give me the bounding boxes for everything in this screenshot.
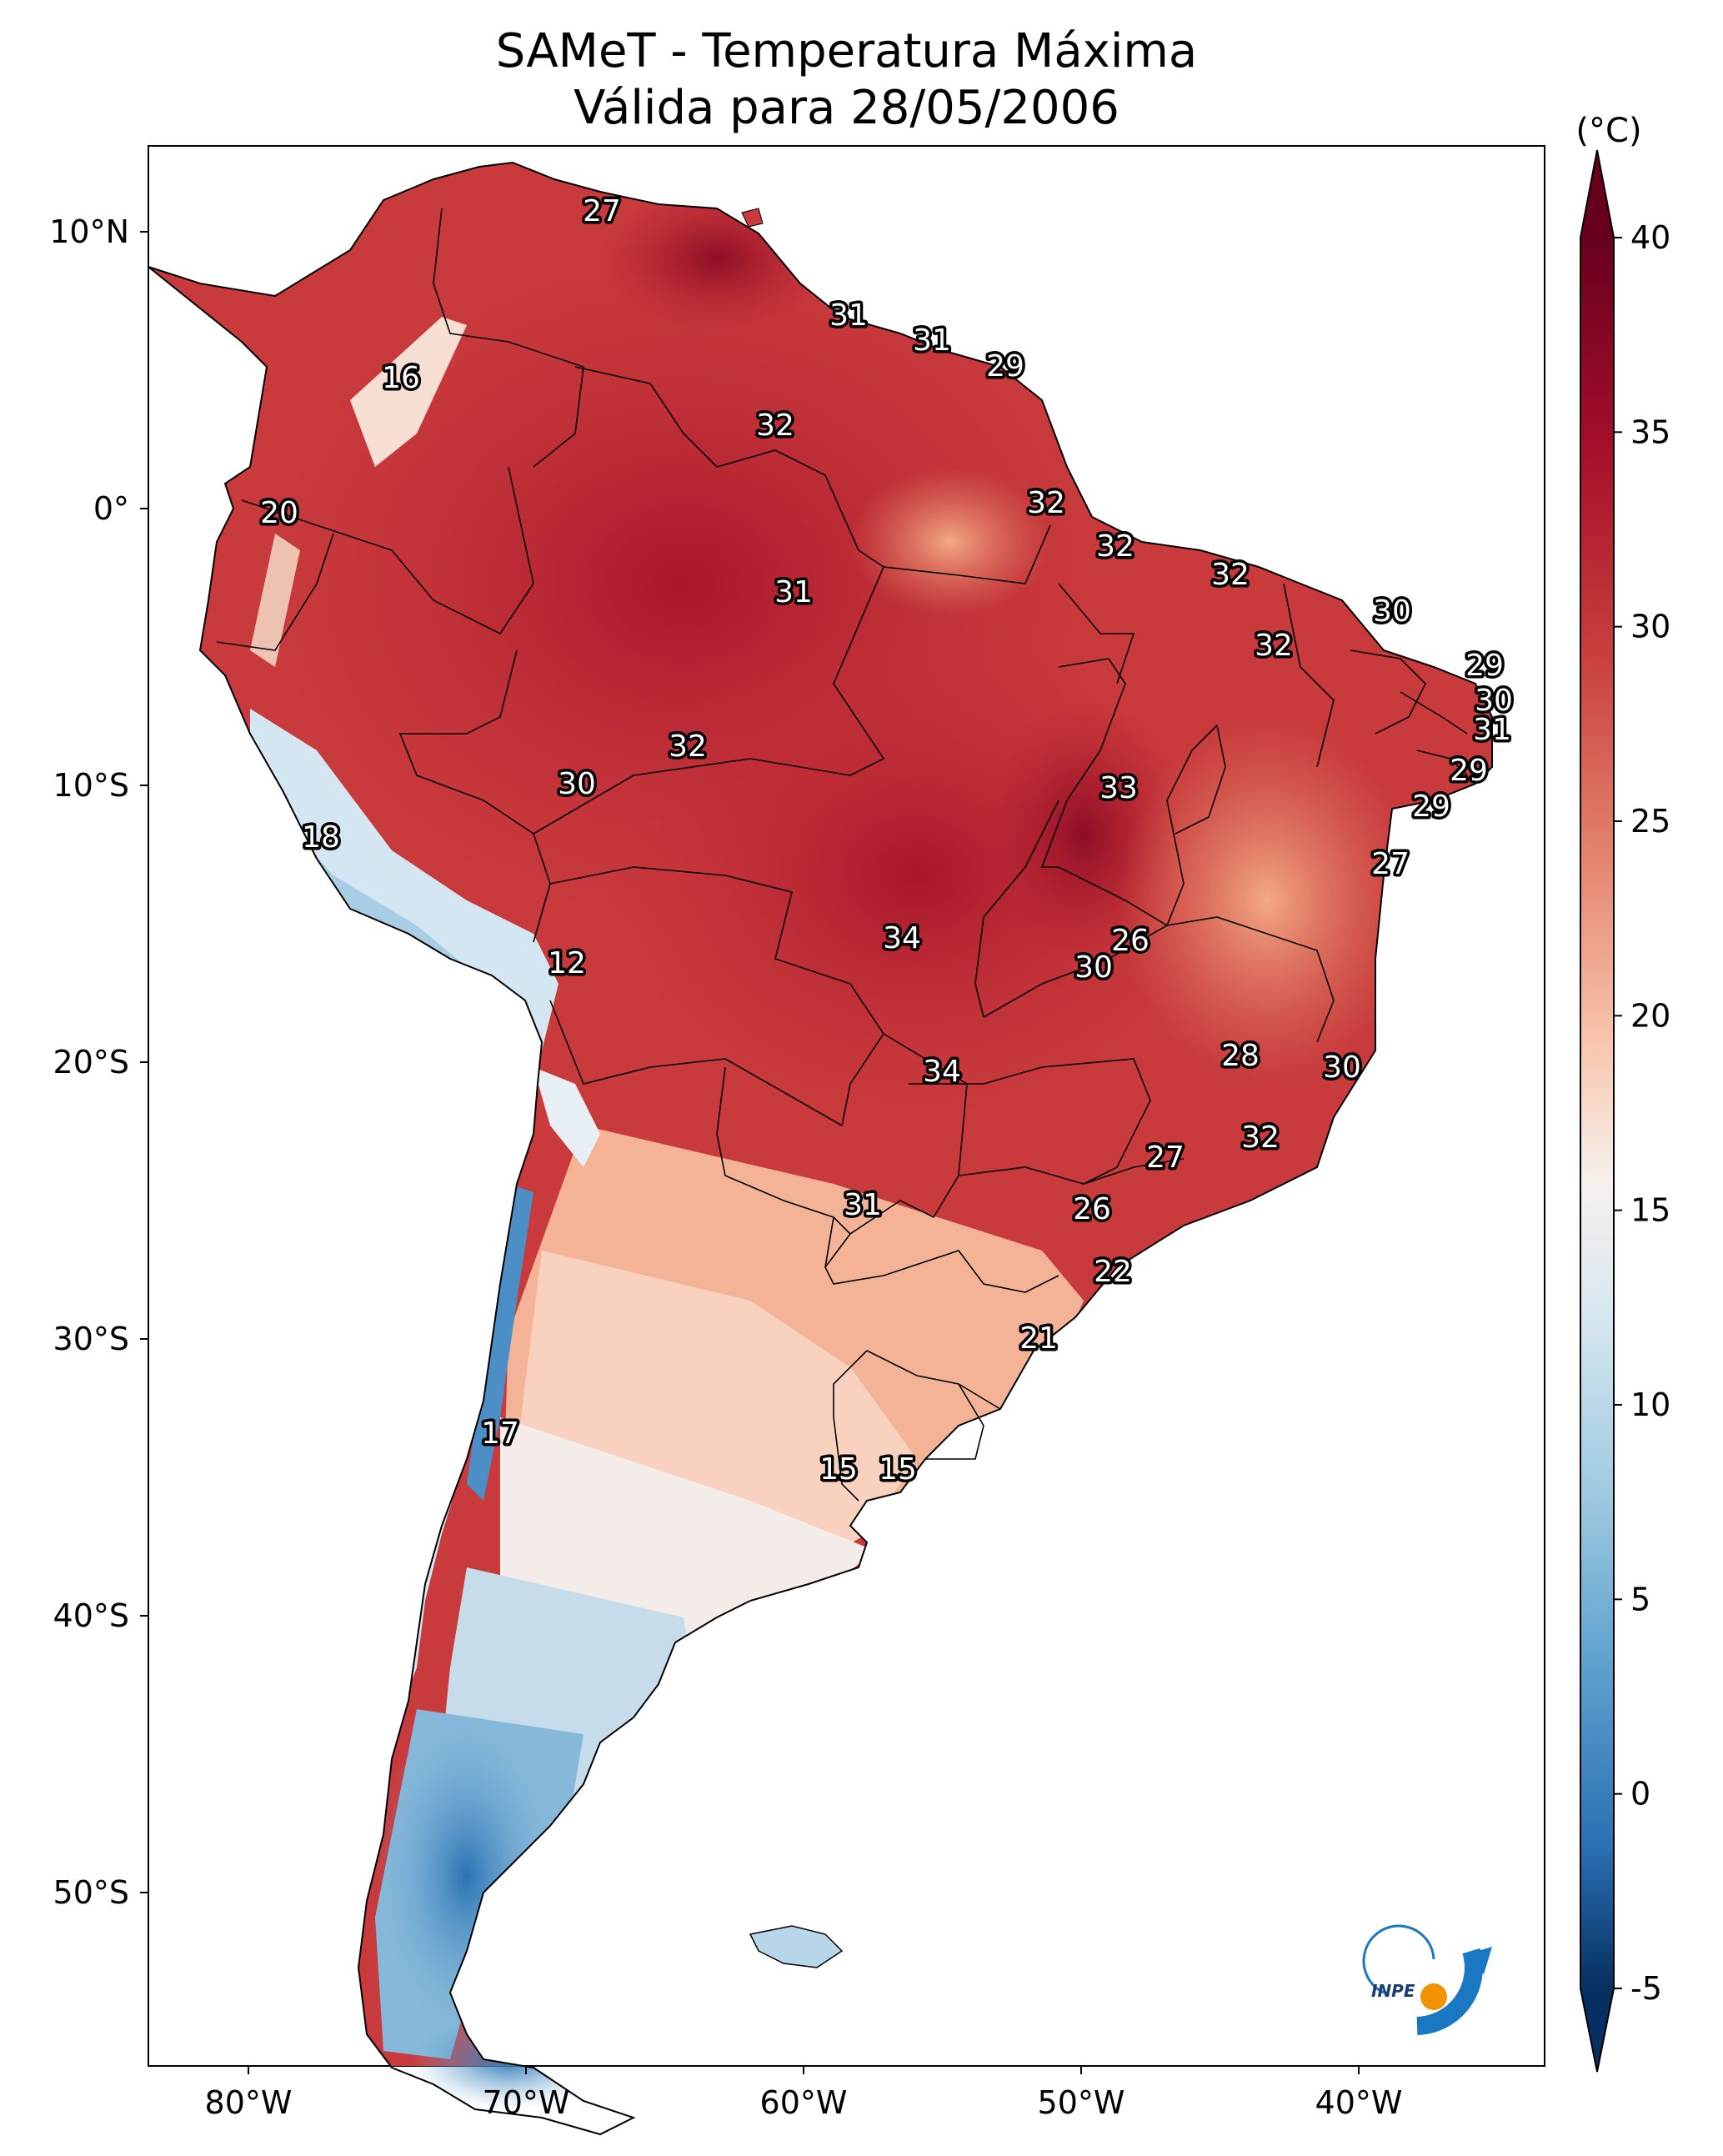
- longitude-axis: 80°W 70°W 60°W 50°W 40°W: [205, 2066, 1403, 2121]
- temperature-value-label: 15: [879, 1452, 917, 1487]
- colorbar: (°C) 40 35 30 25 20 15 10 5 0 -5: [1575, 112, 1670, 2073]
- temperature-value-label: 29: [1465, 649, 1504, 683]
- logo-arrow-icon: [1465, 1947, 1492, 1974]
- temperature-value-label: 20: [260, 496, 298, 530]
- temperature-value-label: 26: [1073, 1192, 1111, 1226]
- temperature-value-label: 32: [1255, 629, 1293, 663]
- temperature-value-label: 26: [1111, 924, 1150, 958]
- temperature-value-label: 30: [1074, 950, 1113, 985]
- lon-label: 60°W: [760, 2084, 848, 2121]
- lat-label: 0°: [93, 490, 129, 527]
- temperature-value-label: 18: [302, 820, 340, 855]
- lon-label: 40°W: [1315, 2084, 1403, 2121]
- colorbar-tick-label: 35: [1630, 414, 1670, 450]
- lon-label: 80°W: [205, 2084, 293, 2121]
- colorbar-tick-label: 30: [1630, 609, 1670, 645]
- temperature-value-label: 29: [1450, 754, 1488, 788]
- latitude-axis: 10°N 0° 10°S 20°S 30°S 40°S 50°S: [49, 213, 148, 1911]
- temperature-value-label: 31: [774, 575, 813, 609]
- temperature-value-label: 31: [829, 298, 868, 333]
- temperature-value-label: 15: [819, 1452, 858, 1487]
- temperature-value-label: 16: [382, 361, 420, 395]
- lat-label: 10°N: [49, 213, 129, 250]
- falkland-islands: [749, 1925, 844, 1968]
- temperature-value-label: 32: [1096, 529, 1134, 564]
- trinidad-island: [741, 208, 764, 228]
- temperature-value-label: 30: [1475, 684, 1513, 718]
- colorbar-top-extend: [1580, 150, 1614, 238]
- lat-label: 10°S: [53, 767, 129, 804]
- inpe-logo: INPE: [1362, 1924, 1492, 2035]
- temperature-value-label: 31: [844, 1188, 882, 1222]
- title-line-1: SAMeT - Temperatura Máxima: [495, 24, 1198, 78]
- temperature-value-label: 29: [1412, 790, 1450, 824]
- colorbar-bottom-extend: [1580, 1988, 1614, 2072]
- temperature-value-label: 32: [1211, 558, 1250, 592]
- temperature-value-label: 28: [1221, 1039, 1260, 1073]
- lat-label: 20°S: [53, 1044, 129, 1081]
- title-line-2: Válida para 28/05/2006: [573, 81, 1119, 135]
- colorbar-tick-label: 40: [1630, 219, 1670, 256]
- temperature-value-label: 31: [913, 323, 951, 358]
- colorbar-tick-label: 10: [1630, 1386, 1670, 1423]
- colorbar-gradient: [1580, 238, 1614, 1988]
- lon-label: 50°W: [1038, 2084, 1125, 2121]
- temperature-value-label: 27: [583, 194, 621, 228]
- country-borders: [216, 208, 1468, 1502]
- map-title: SAMeT - Temperatura Máxima Válida para 2…: [148, 23, 1545, 137]
- logo-arc-icon: [1416, 1948, 1483, 2035]
- colorbar-tick-label: 5: [1630, 1581, 1650, 1617]
- lon-label: 70°W: [483, 2084, 570, 2121]
- lat-label: 40°S: [53, 1597, 129, 1634]
- colorbar-tick-label: 25: [1630, 803, 1670, 840]
- temperature-value-label: 12: [548, 946, 586, 980]
- temperature-value-label: 30: [558, 767, 596, 801]
- colorbar-tick-label: -5: [1630, 1970, 1662, 2007]
- temperature-value-label: 17: [481, 1416, 519, 1451]
- temperature-value-label: 22: [1094, 1255, 1132, 1289]
- temperature-value-label: 21: [1019, 1321, 1058, 1356]
- temperature-value-label: 31: [1473, 713, 1511, 747]
- temperature-value-label: 32: [1241, 1121, 1280, 1155]
- colorbar-tick-label: 20: [1630, 997, 1670, 1034]
- colorbar-unit: (°C): [1575, 112, 1641, 150]
- temperature-value-label: 27: [1371, 847, 1410, 881]
- logo-dot-icon: [1420, 1983, 1447, 2010]
- lat-label: 30°S: [53, 1321, 129, 1357]
- temperature-value-label: 34: [883, 921, 921, 955]
- colorbar-tick-label: 0: [1630, 1776, 1650, 1813]
- temperature-value-label: 32: [669, 730, 707, 764]
- temperature-value-label: 29: [986, 349, 1024, 384]
- logo-swirl-icon: [1362, 1924, 1435, 1994]
- colorbar-tick-label: 15: [1630, 1192, 1670, 1229]
- temperature-value-label: 32: [1027, 486, 1065, 520]
- logo-text: INPE: [1371, 1981, 1415, 2001]
- temperature-value-label: 30: [1323, 1050, 1361, 1085]
- lat-label: 50°S: [53, 1874, 129, 1911]
- temperature-value-label: 34: [923, 1055, 961, 1089]
- temperature-value-label: 30: [1373, 594, 1411, 629]
- temperature-value-label: 33: [1099, 771, 1138, 805]
- temperature-value-label: 27: [1146, 1141, 1185, 1175]
- temperature-value-label: 32: [756, 409, 794, 443]
